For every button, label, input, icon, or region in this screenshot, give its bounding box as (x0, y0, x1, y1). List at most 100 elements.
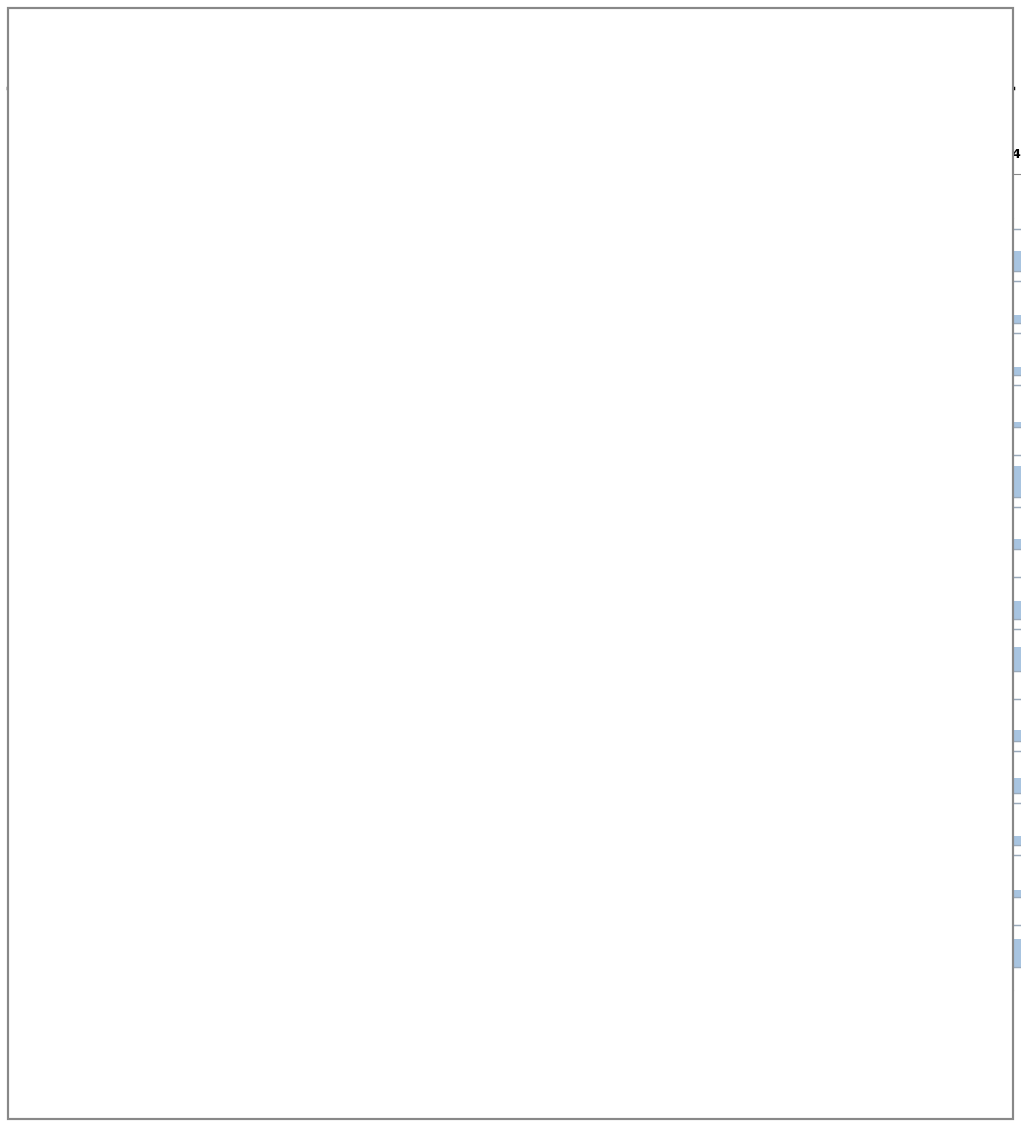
Bar (293, 249, 411, 270)
Bar (417, 616, 535, 619)
Bar (541, 332, 659, 375)
Bar (541, 728, 659, 740)
Text: 51%: 51% (461, 233, 491, 246)
Text: 16%: 16% (585, 344, 615, 357)
Bar (665, 332, 783, 375)
Text: 35%: 35% (958, 758, 987, 771)
Text: 70%: 70% (710, 925, 739, 938)
Bar (541, 699, 659, 740)
Bar (789, 629, 907, 671)
Text: 13%: 13% (958, 397, 987, 410)
Bar (541, 612, 659, 619)
Bar (913, 281, 1021, 323)
Bar (541, 804, 659, 845)
Bar (665, 855, 783, 897)
Bar (665, 699, 783, 740)
Bar (417, 385, 535, 427)
Bar (293, 530, 411, 549)
Bar (293, 925, 411, 967)
Bar (9, 746, 1013, 798)
Bar (9, 380, 1013, 432)
Bar (789, 385, 907, 427)
Bar (913, 804, 1021, 845)
Bar (789, 507, 907, 549)
Bar (293, 751, 411, 793)
Text: 18%: 18% (585, 814, 615, 827)
Bar (293, 421, 411, 427)
Bar (913, 229, 1021, 270)
Bar (913, 751, 1021, 793)
Bar (417, 229, 535, 270)
Bar (913, 629, 1021, 671)
Text: 11%: 11% (337, 815, 367, 828)
Bar (417, 455, 535, 497)
Text: Spring 2014: Spring 2014 (681, 148, 767, 161)
Bar (293, 781, 411, 793)
Bar (913, 455, 1021, 497)
Bar (417, 631, 535, 671)
Bar (913, 779, 1021, 793)
Bar (9, 798, 1013, 850)
Bar (913, 699, 1021, 740)
Text: 8,026: 8,026 (829, 189, 867, 203)
Text: 15%: 15% (833, 397, 863, 409)
Bar (541, 455, 659, 497)
Bar (417, 751, 535, 793)
Text: 12%: 12% (585, 397, 615, 410)
Bar (665, 369, 783, 375)
Bar (417, 841, 535, 845)
Bar (789, 281, 907, 323)
Bar (417, 229, 535, 270)
Bar (293, 332, 411, 375)
Bar (665, 925, 783, 967)
Bar (913, 421, 1021, 427)
Text: 79%: 79% (833, 627, 863, 640)
Text: 43%: 43% (833, 513, 863, 525)
Bar (541, 751, 659, 793)
Bar (789, 473, 907, 497)
Bar (665, 507, 783, 549)
Text: 21%: 21% (710, 866, 739, 878)
Bar (913, 507, 1021, 549)
Bar (541, 332, 659, 375)
Text: 21%: 21% (833, 587, 863, 600)
Bar (541, 855, 659, 897)
Bar (9, 276, 1013, 328)
Bar (293, 577, 411, 619)
Text: 31 and Older: 31 and Older (18, 870, 105, 882)
Text: 44%: 44% (461, 513, 491, 525)
Bar (541, 855, 659, 897)
Bar (789, 229, 907, 270)
Bar (541, 779, 659, 793)
Bar (541, 925, 659, 967)
Text: 67%: 67% (958, 925, 986, 939)
Bar (417, 751, 535, 793)
Text: 41%: 41% (337, 704, 367, 718)
Bar (293, 699, 411, 740)
Text: White Non-Hispanic: White Non-Hispanic (18, 347, 149, 361)
Bar (665, 804, 783, 845)
Bar (789, 751, 907, 793)
Bar (541, 837, 659, 845)
Bar (665, 385, 783, 427)
Text: 39%: 39% (833, 706, 863, 718)
Bar (9, 850, 1013, 902)
Text: 15%: 15% (461, 292, 491, 305)
Bar (541, 385, 659, 427)
Bar (913, 385, 1021, 427)
Bar (789, 332, 907, 375)
Bar (541, 421, 659, 427)
Text: 19%: 19% (958, 292, 986, 304)
Bar (789, 699, 907, 740)
Text: 51%: 51% (710, 233, 739, 246)
Bar (293, 281, 411, 323)
Bar (665, 751, 783, 793)
Bar (293, 855, 411, 897)
Bar (665, 507, 783, 549)
Bar (789, 229, 907, 270)
Text: 72%: 72% (337, 629, 367, 641)
Bar (913, 601, 1021, 619)
Bar (541, 925, 659, 967)
Bar (789, 455, 907, 497)
Text: Asian, Filipino, Pacific Islander: Asian, Filipino, Pacific Islander (18, 295, 217, 309)
